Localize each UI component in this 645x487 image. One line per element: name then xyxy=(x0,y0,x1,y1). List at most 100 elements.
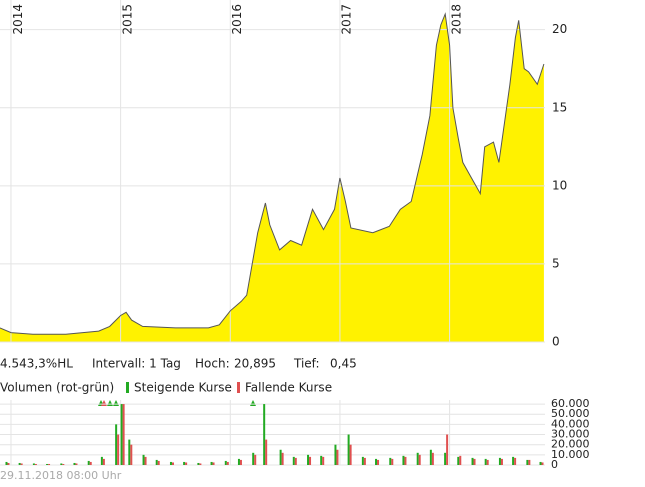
stat: Tief: xyxy=(293,357,320,371)
volume-bar xyxy=(155,459,158,465)
volume-bar xyxy=(498,457,501,465)
legend-label: Fallende Kurse xyxy=(245,381,332,395)
volume-bar xyxy=(484,458,487,465)
stat: 0,45 xyxy=(330,357,357,371)
volume-bar xyxy=(473,458,476,465)
price-area xyxy=(0,14,544,342)
volume-bar xyxy=(514,457,517,465)
arrow xyxy=(250,400,256,406)
volume-bar xyxy=(402,455,405,465)
volume-bar xyxy=(263,404,266,465)
volume-bar xyxy=(34,463,37,465)
stat: Intervall: 1 Tag xyxy=(92,357,181,371)
volume-bar xyxy=(120,404,123,465)
volume-bar xyxy=(252,452,255,465)
stat: 20,895 xyxy=(234,357,276,371)
legend-label: Steigende Kurse xyxy=(134,381,232,395)
y-tick-label: 0 xyxy=(552,335,560,349)
y-tick-label: 10 xyxy=(552,178,567,192)
volume-bar xyxy=(122,404,125,465)
volume-bar xyxy=(322,456,325,465)
volume-bar xyxy=(334,444,337,465)
volume-bar xyxy=(237,458,240,465)
y-tick-label: 40.000 xyxy=(551,417,590,430)
volume-bar xyxy=(62,463,65,465)
volume-bar xyxy=(541,462,544,465)
volume-bar xyxy=(528,459,531,465)
volume-title: Volumen (rot-grün) xyxy=(0,381,114,395)
volume-bar xyxy=(391,458,394,465)
y-tick-label: 10.000 xyxy=(551,448,590,461)
volume-bar xyxy=(226,461,229,465)
volume-bar xyxy=(169,461,172,465)
y-tick-label: 20.000 xyxy=(551,438,590,451)
y-tick-label: 0 xyxy=(551,458,558,471)
volume-bar xyxy=(446,434,449,465)
x-tick-label: 2016 xyxy=(230,4,244,35)
y-tick-label: 50.000 xyxy=(551,407,590,420)
volume-bar xyxy=(309,456,312,465)
volume-bar xyxy=(73,462,76,465)
volume-bar xyxy=(265,439,268,465)
volume-bar xyxy=(416,452,419,465)
y-tick-label: 5 xyxy=(552,256,560,270)
x-tick-label: 2014 xyxy=(11,4,25,35)
volume-bar xyxy=(224,460,227,465)
volume-bar xyxy=(539,461,542,465)
arrow xyxy=(113,400,119,406)
legend-swatch xyxy=(237,382,240,393)
volume-bar xyxy=(512,456,515,465)
volume-bar xyxy=(60,463,63,465)
volume-bar xyxy=(185,462,188,465)
volume-bar xyxy=(363,457,366,465)
volume-bar xyxy=(7,462,10,465)
volume-bar xyxy=(142,454,145,465)
volume-bar xyxy=(471,457,474,465)
volume-bar xyxy=(429,449,432,465)
volume-bar xyxy=(199,463,202,465)
volume-bar xyxy=(115,424,118,465)
volume-bar xyxy=(418,454,421,465)
volume-bar xyxy=(254,454,257,465)
volume-bar xyxy=(459,455,462,465)
volume-bar xyxy=(197,462,200,465)
y-tick-label: 30.000 xyxy=(551,428,590,441)
x-tick-label: 2018 xyxy=(449,4,463,35)
y-tick-label: 15 xyxy=(552,100,567,114)
volume-bar xyxy=(100,456,103,465)
volume-bar xyxy=(144,456,147,465)
volume-bar xyxy=(457,456,460,465)
volume-bar xyxy=(444,452,447,465)
volume-bar xyxy=(183,461,186,465)
volume-bar xyxy=(347,434,350,465)
volume-bar xyxy=(87,460,90,465)
volume-bar xyxy=(281,452,284,465)
volume-bar xyxy=(294,457,297,465)
volume-bar xyxy=(128,439,131,465)
volume-bar xyxy=(361,456,364,465)
volume-bar xyxy=(500,458,503,465)
volume-bar xyxy=(48,463,51,465)
volume-bar xyxy=(157,460,160,465)
y-tick-label: 20 xyxy=(552,22,567,36)
x-tick-label: 2015 xyxy=(120,4,134,35)
x-tick-label: 2017 xyxy=(340,4,354,35)
volume-bar xyxy=(292,456,295,465)
volume-bar xyxy=(210,461,213,465)
stat: 4.543,3%HL xyxy=(0,357,73,371)
volume-bar xyxy=(279,449,282,465)
volume-bar xyxy=(20,463,23,465)
volume-bar xyxy=(117,434,120,465)
volume-bar xyxy=(239,459,242,465)
legend-swatch xyxy=(126,382,129,393)
volume-bar xyxy=(320,455,323,465)
volume-bar xyxy=(89,461,92,465)
volume-bar xyxy=(130,444,133,465)
volume-bar xyxy=(307,454,310,465)
volume-bar xyxy=(102,458,105,465)
volume-bar xyxy=(336,449,339,465)
volume-bar xyxy=(18,462,21,465)
volume-bar xyxy=(212,462,215,465)
